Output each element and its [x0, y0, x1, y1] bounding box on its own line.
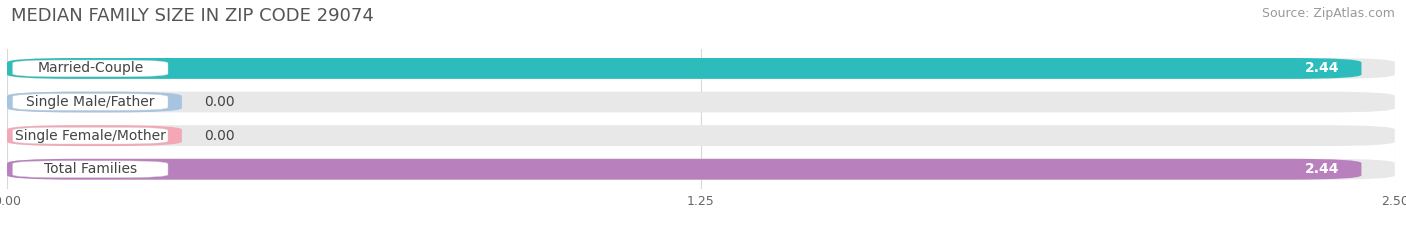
Text: Single Male/Father: Single Male/Father: [27, 95, 155, 109]
Text: 2.44: 2.44: [1305, 62, 1340, 75]
FancyBboxPatch shape: [13, 161, 167, 178]
FancyBboxPatch shape: [7, 58, 1395, 79]
FancyBboxPatch shape: [13, 127, 167, 144]
FancyBboxPatch shape: [7, 159, 1395, 180]
FancyBboxPatch shape: [7, 58, 1361, 79]
Text: MEDIAN FAMILY SIZE IN ZIP CODE 29074: MEDIAN FAMILY SIZE IN ZIP CODE 29074: [11, 7, 374, 25]
FancyBboxPatch shape: [7, 125, 1395, 146]
Text: 0.00: 0.00: [204, 95, 235, 109]
Text: 0.00: 0.00: [204, 129, 235, 143]
FancyBboxPatch shape: [13, 94, 167, 110]
Text: 2.44: 2.44: [1305, 162, 1340, 176]
FancyBboxPatch shape: [7, 92, 1395, 113]
FancyBboxPatch shape: [13, 60, 167, 77]
FancyBboxPatch shape: [7, 92, 181, 113]
Text: Source: ZipAtlas.com: Source: ZipAtlas.com: [1261, 7, 1395, 20]
Text: Total Families: Total Families: [44, 162, 136, 176]
FancyBboxPatch shape: [7, 159, 1361, 180]
FancyBboxPatch shape: [7, 125, 181, 146]
Text: Single Female/Mother: Single Female/Mother: [15, 129, 166, 143]
Text: Married-Couple: Married-Couple: [37, 62, 143, 75]
